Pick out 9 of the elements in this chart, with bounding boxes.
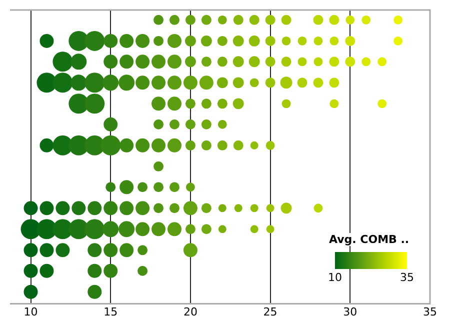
x-tick-label: 30	[343, 305, 358, 318]
x-tick-label: 10	[24, 305, 38, 318]
x-tick-label: 25	[263, 305, 278, 318]
annotation: 35	[399, 271, 415, 284]
x-tick-label: 35	[423, 305, 437, 318]
color-bar-title: Avg. COMB ..	[327, 233, 412, 246]
x-tick-label: 20	[183, 305, 198, 318]
annotation: 10	[327, 271, 343, 284]
x-tick-label: 15	[104, 305, 118, 318]
